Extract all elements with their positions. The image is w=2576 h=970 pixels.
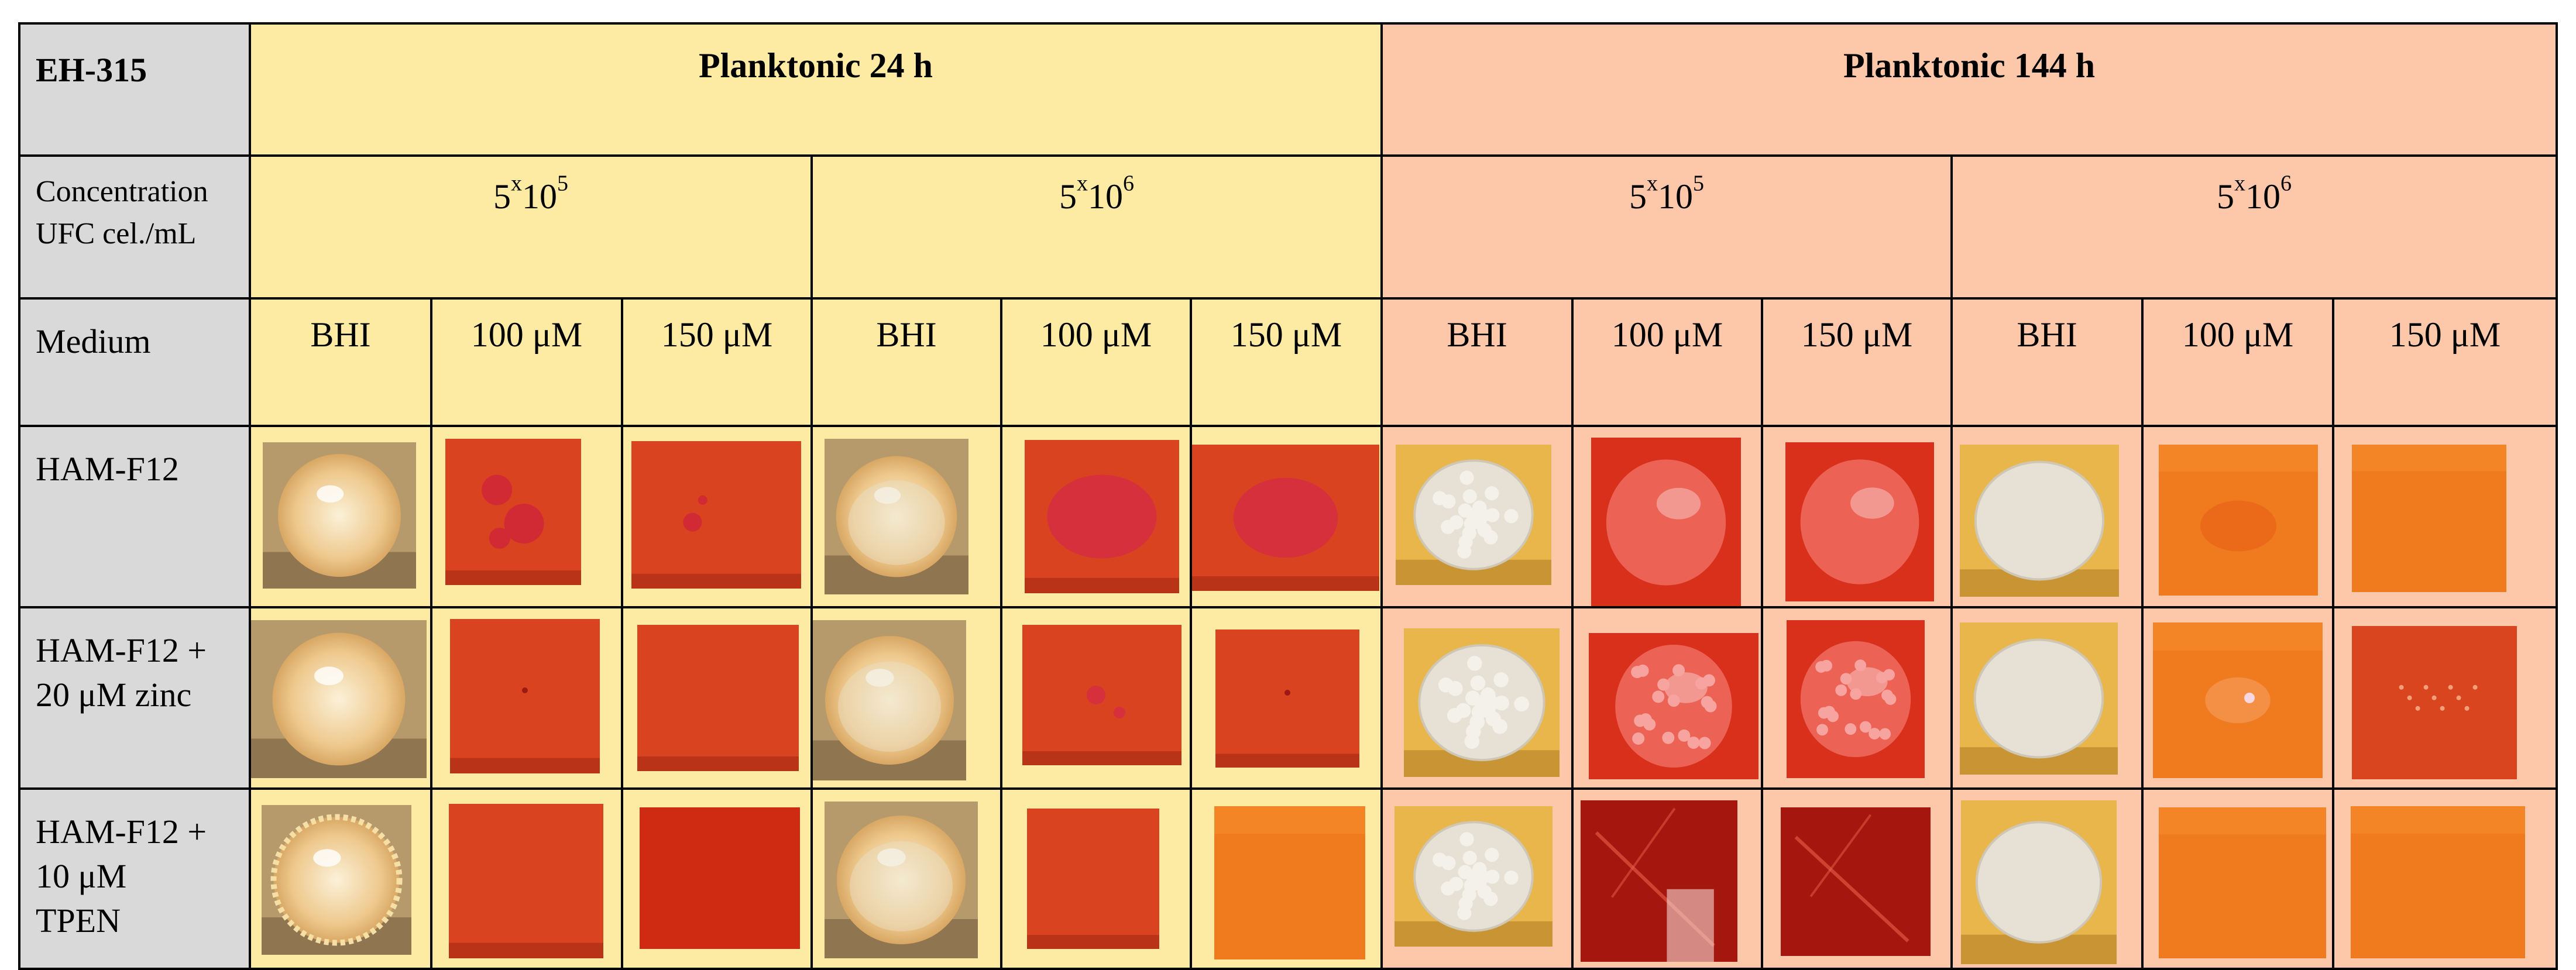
row-ham-f12-tpen: HAM-F12 + 10 μM TPEN	[18, 787, 2558, 970]
medium-column-header: 100 μM	[1571, 297, 1764, 427]
medium-column-header: 150 μM	[621, 297, 813, 427]
colony-photo	[1396, 445, 1552, 585]
row-label-cell: HAM-F12	[18, 425, 251, 608]
colony-photo	[450, 619, 600, 773]
concentration-value: 5x105	[249, 154, 813, 300]
colony-photo	[2159, 807, 2327, 958]
colony-photo	[252, 620, 427, 778]
concentration-value: 5x106	[1950, 154, 2558, 300]
medium-column-header: 150 μM	[1189, 297, 1383, 427]
medium-label-cell: Medium	[18, 297, 251, 427]
colony-photo	[1960, 622, 2118, 775]
colony-photo	[631, 441, 801, 589]
medium-column-header: 150 μM	[1761, 297, 1953, 427]
row-label-cell: HAM-F12 + 10 μM TPEN	[18, 787, 251, 970]
colony-photo	[1214, 806, 1365, 959]
group-header-144h: Planktonic 144 h	[1380, 22, 2558, 157]
concentration-label-cell: Concentration UFC cel./mL	[18, 154, 251, 300]
medium-column-header: BHI	[249, 297, 432, 427]
colony-photo	[1781, 807, 1931, 956]
colony-photo	[2352, 445, 2507, 592]
colony-photo	[449, 804, 603, 958]
row-label-line: TPEN	[36, 902, 121, 940]
medium-column-header: 100 μM	[430, 297, 623, 427]
colony-photo	[1404, 628, 1560, 777]
colony-photo	[1027, 809, 1159, 949]
colony-photo	[2351, 806, 2526, 958]
colony-photo	[263, 442, 416, 589]
colony-photo	[637, 625, 799, 771]
group-header-24h: Planktonic 24 h	[248, 22, 1383, 157]
results-table: EH-315 Planktonic 24 h Planktonic 144 h …	[18, 22, 2558, 970]
colony-photo	[1022, 625, 1181, 765]
colony-photo	[1960, 445, 2120, 597]
medium-column-header: 100 μM	[1000, 297, 1192, 427]
row-label-line: 20 μM zinc	[36, 676, 192, 714]
strain-label: EH-315	[36, 51, 147, 89]
colony-photo	[1785, 442, 1935, 601]
colony-photo	[1581, 800, 1738, 962]
colony-photo	[2153, 622, 2323, 778]
colony-photo	[1961, 800, 2117, 964]
row-label-line: HAM-F12	[36, 450, 179, 488]
colony-photo	[1395, 806, 1553, 947]
colony-photo	[1787, 620, 1925, 778]
colony-photo	[825, 439, 968, 594]
medium-column-header: BHI	[810, 297, 1002, 427]
row-label-line: HAM-F12 +	[36, 813, 207, 851]
concentration-label-line1: Concentration	[36, 175, 208, 208]
medium-column-header: BHI	[1950, 297, 2144, 427]
row-ham-f12: HAM-F12	[18, 425, 2558, 608]
colony-photo	[1589, 633, 1759, 779]
colony-photo	[814, 620, 966, 780]
concentration-value: 5x105	[1380, 154, 1953, 300]
strain-header-cell: EH-315	[18, 22, 251, 157]
medium-column-header: 150 μM	[2332, 297, 2558, 427]
colony-photo	[445, 439, 581, 585]
colony-photo	[1215, 630, 1359, 768]
row-label-cell: HAM-F12 + 20 μM zinc	[18, 606, 251, 790]
concentration-value: 5x106	[810, 154, 1383, 300]
colony-photo	[2159, 445, 2319, 596]
concentration-label-line2: UFC cel./mL	[36, 217, 197, 250]
results-table-figure: EH-315 Planktonic 24 h Planktonic 144 h …	[18, 22, 2558, 970]
colony-photo	[1591, 438, 1742, 605]
colony-photo	[2352, 626, 2517, 779]
colony-photo	[825, 802, 978, 958]
medium-label: Medium	[36, 322, 151, 360]
colony-photo	[1193, 445, 1379, 591]
colony-photo	[640, 807, 800, 949]
colony-photo	[1025, 440, 1179, 593]
row-ham-f12-zinc: HAM-F12 + 20 μM zinc	[18, 606, 2558, 790]
medium-column-header: BHI	[1380, 297, 1574, 427]
colony-photo	[262, 805, 411, 955]
row-label-line: HAM-F12 +	[36, 631, 207, 669]
medium-column-header: 100 μM	[2141, 297, 2335, 427]
row-label-line: 10 μM	[36, 857, 127, 895]
